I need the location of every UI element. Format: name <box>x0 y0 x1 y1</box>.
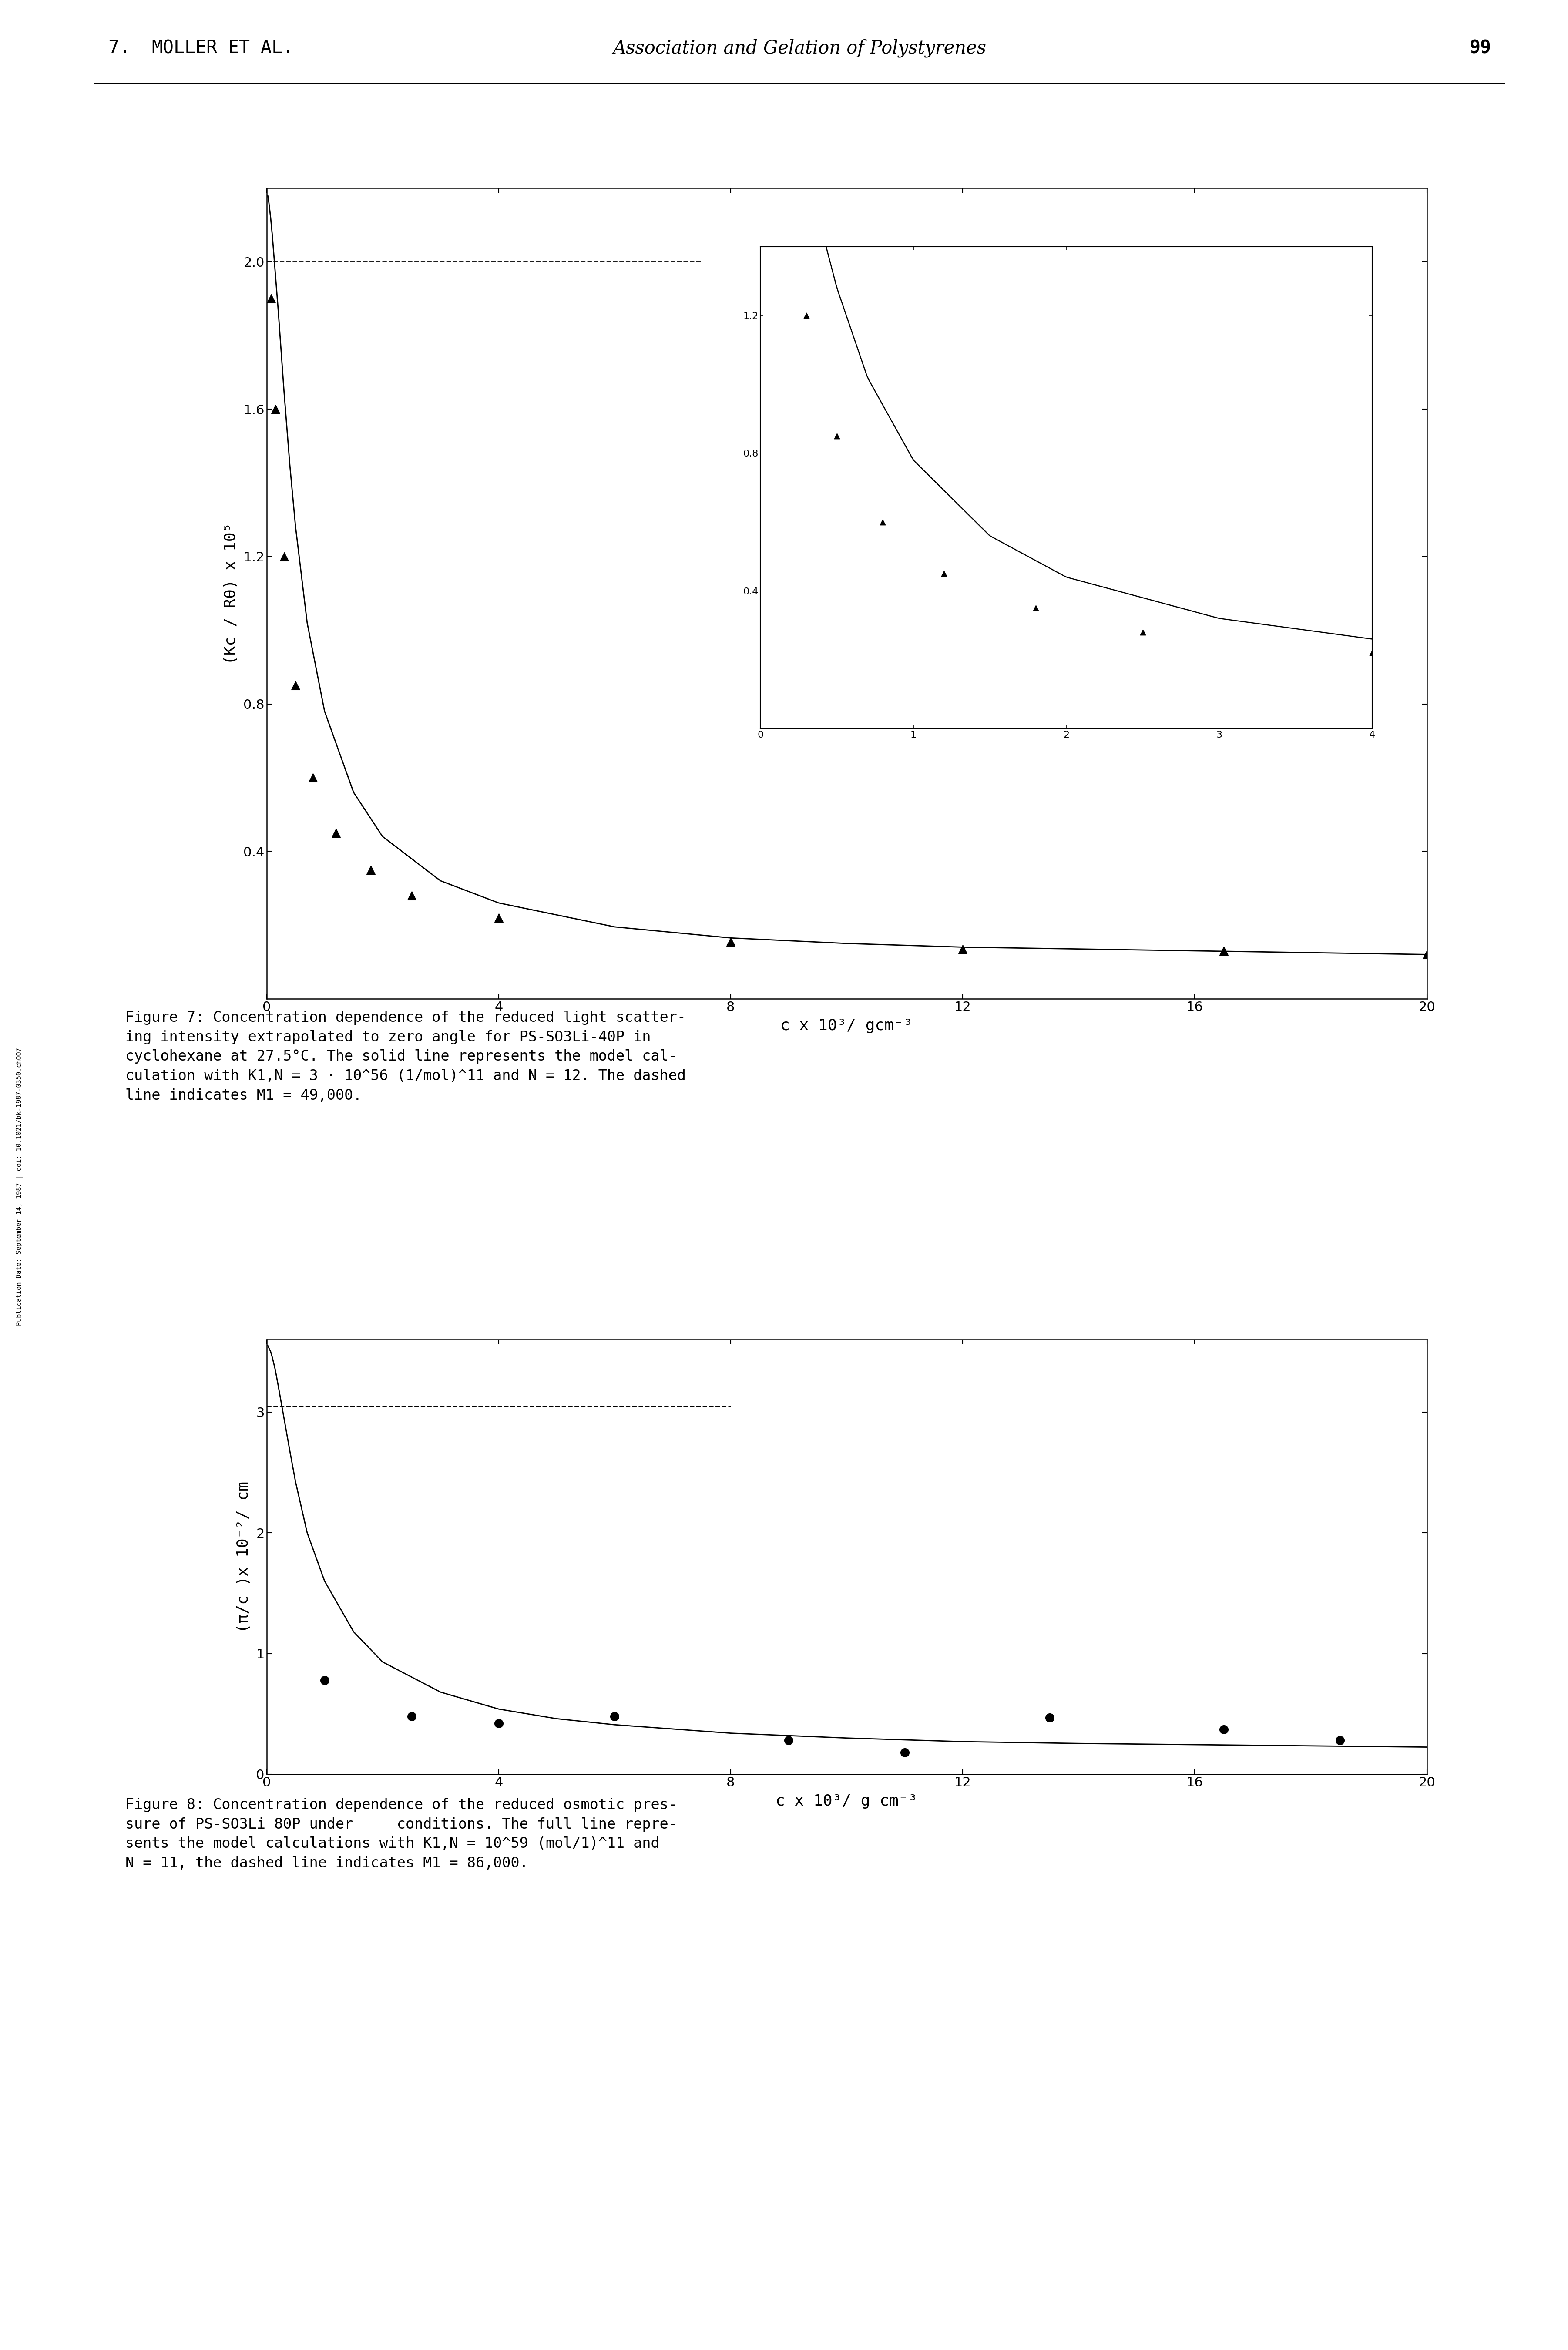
Point <box>950 931 975 968</box>
Point <box>931 555 956 592</box>
Point <box>1327 1723 1352 1760</box>
Point <box>259 280 284 317</box>
Point <box>263 390 289 428</box>
Point <box>301 759 326 797</box>
Point <box>892 1734 917 1772</box>
Point <box>771 160 797 197</box>
Point <box>825 418 850 456</box>
Point <box>870 503 895 540</box>
Point <box>760 56 786 94</box>
Point <box>793 296 818 334</box>
Y-axis label: (Kc / Rθ) x 10⁵: (Kc / Rθ) x 10⁵ <box>224 522 238 665</box>
Text: Figure 7: Concentration dependence of the reduced light scatter-
ing intensity e: Figure 7: Concentration dependence of th… <box>125 1010 685 1102</box>
Point <box>602 1697 627 1734</box>
Point <box>359 851 384 888</box>
Point <box>398 1697 423 1734</box>
Text: Association and Gelation of Polystyrenes: Association and Gelation of Polystyrenes <box>613 40 986 56</box>
Point <box>271 538 296 576</box>
Point <box>323 813 348 851</box>
Point <box>1210 1711 1236 1748</box>
Point <box>1131 613 1156 651</box>
Point <box>486 900 511 938</box>
Point <box>1414 935 1439 973</box>
X-axis label: c x 10³/ gcm⁻³: c x 10³/ gcm⁻³ <box>781 1018 913 1034</box>
Text: 99: 99 <box>1469 40 1491 56</box>
Point <box>718 924 743 961</box>
Point <box>1038 1699 1063 1737</box>
Point <box>776 1723 801 1760</box>
Point <box>1210 933 1236 971</box>
Point <box>1359 634 1385 672</box>
Y-axis label: (π/c )x 10⁻²/ cm: (π/c )x 10⁻²/ cm <box>237 1480 251 1633</box>
Point <box>1024 590 1049 627</box>
Point <box>282 667 307 705</box>
Point <box>398 877 423 914</box>
Text: 7.  MOLLER ET AL.: 7. MOLLER ET AL. <box>108 40 293 56</box>
Text: Figure 8: Concentration dependence of the reduced osmotic pres-
sure of PS-SO3Li: Figure 8: Concentration dependence of th… <box>125 1798 677 1871</box>
Text: Publication Date: September 14, 1987 | doi: 10.1021/bk-1987-0350.ch007: Publication Date: September 14, 1987 | d… <box>16 1048 24 1325</box>
Point <box>486 1704 511 1741</box>
Point <box>312 1661 337 1699</box>
X-axis label: c x 10³/ g cm⁻³: c x 10³/ g cm⁻³ <box>776 1793 917 1810</box>
